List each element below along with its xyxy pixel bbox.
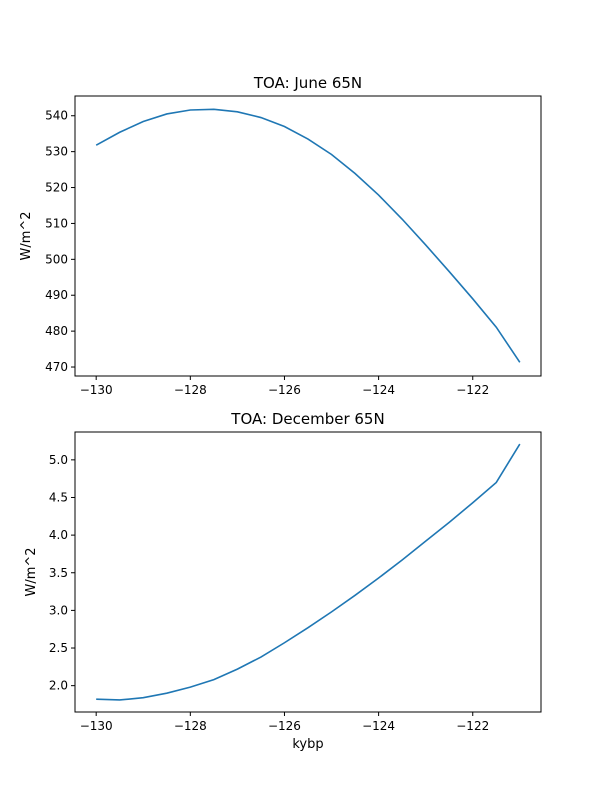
y-tick-label: 3.5 <box>49 566 68 580</box>
x-tick-label: −130 <box>80 383 113 397</box>
series-line <box>95 108 521 363</box>
y-tick-label: 3.0 <box>49 603 68 617</box>
chart-june-65n: TOA: June 65N −130 −128 −126 −124 −122 470 480 4… <box>19 74 542 397</box>
y-tick-label: 510 <box>45 216 68 230</box>
y-tick-label: 470 <box>45 360 68 374</box>
y-tick-label: 5.0 <box>49 453 68 467</box>
y-tick-label: 4.5 <box>49 490 68 504</box>
y-tick-label: 500 <box>45 252 68 266</box>
chart-december-65n: TOA: December 65N −130 −128 −126 −124 −122 2.0… <box>24 410 542 752</box>
plot-frame <box>74 95 542 377</box>
chart-title: TOA: December 65N <box>230 410 384 428</box>
y-tick-label: 490 <box>45 288 68 302</box>
y-axis-label: W/m^2 <box>19 211 34 260</box>
x-tick-label: −130 <box>80 719 113 733</box>
y-tick-label: 540 <box>45 109 68 123</box>
series-line <box>96 443 521 701</box>
y-tick-label: 480 <box>45 324 68 338</box>
x-tick-label: −128 <box>174 719 207 733</box>
y-tick-label: 4.0 <box>49 528 68 542</box>
x-tick-label: −126 <box>268 383 301 397</box>
chart-title: TOA: June 65N <box>253 74 362 92</box>
x-tick-label: −124 <box>362 719 395 733</box>
x-tick-label: −122 <box>456 719 489 733</box>
y-tick-label: 2.0 <box>49 679 68 693</box>
plot-frame <box>74 431 542 713</box>
y-tick-label: 530 <box>45 145 68 159</box>
y-axis-label: W/m^2 <box>24 547 39 596</box>
x-tick-label: −126 <box>268 719 301 733</box>
x-tick-label: −122 <box>456 383 489 397</box>
y-tick-label: 520 <box>45 181 68 195</box>
y-tick-label: 2.5 <box>49 641 68 655</box>
x-tick-label: −128 <box>174 383 207 397</box>
x-tick-label: −124 <box>362 383 395 397</box>
x-axis-label: kybp <box>292 737 323 752</box>
